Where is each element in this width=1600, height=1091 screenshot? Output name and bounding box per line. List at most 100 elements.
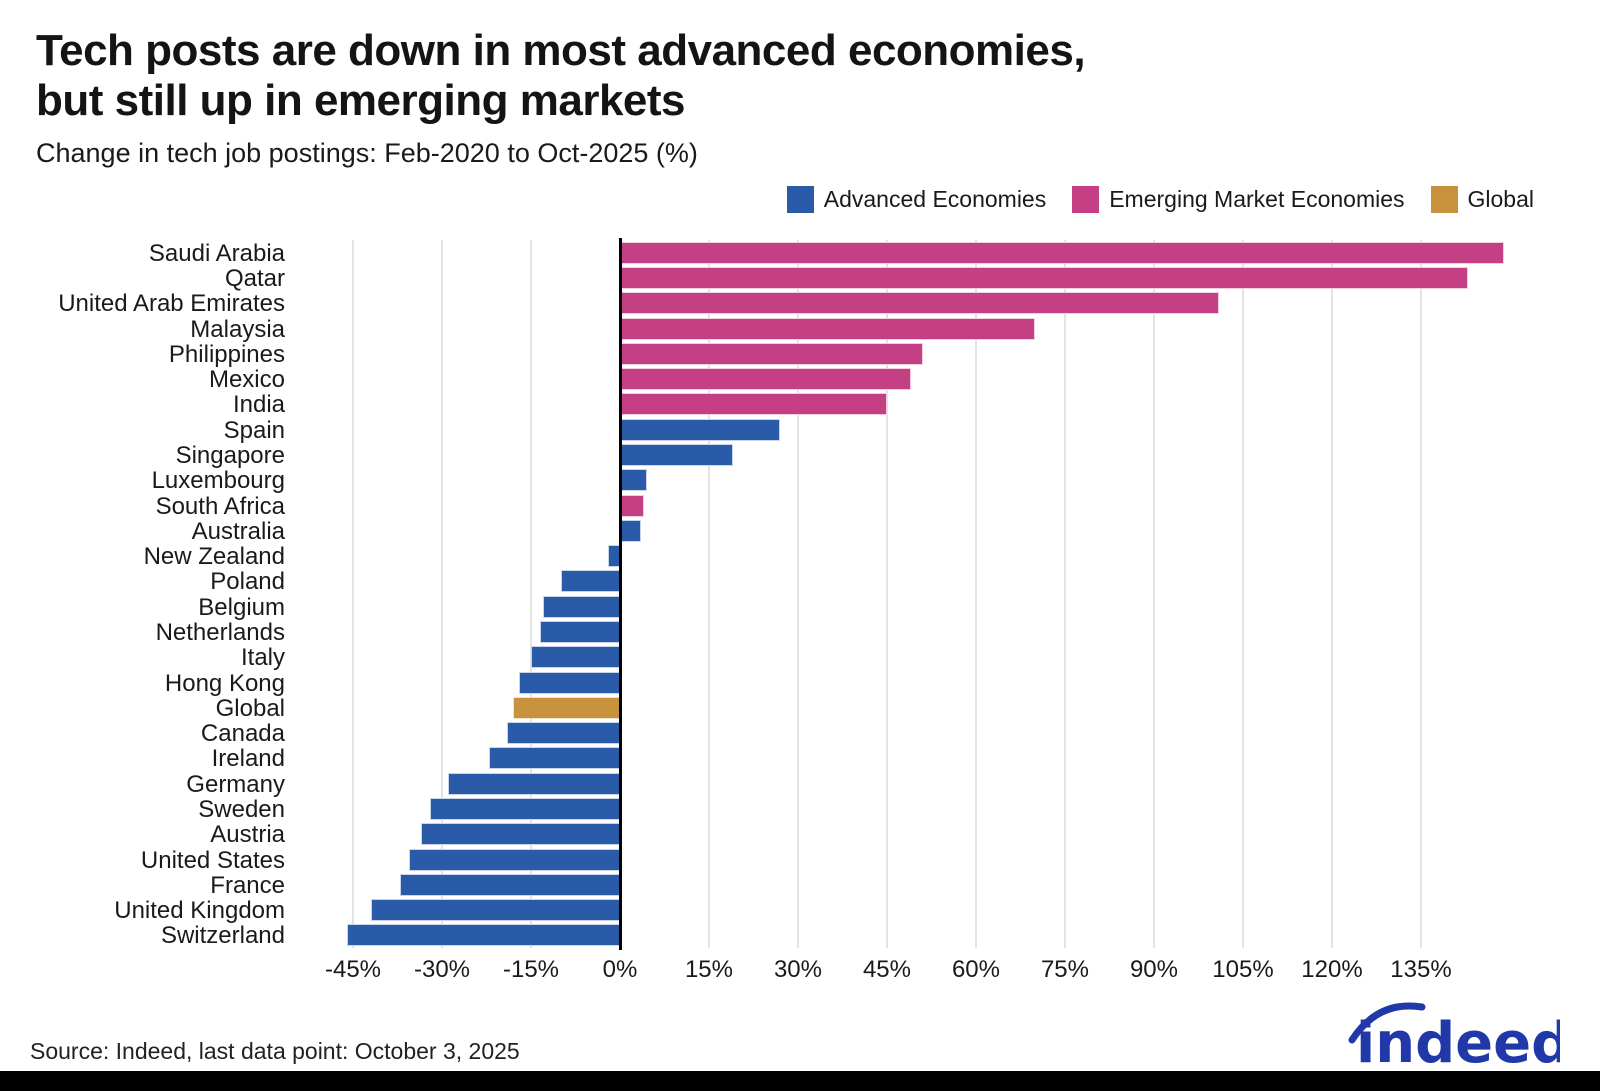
row-label-spain: Spain [223, 416, 285, 444]
indeed-logo: indeed [1330, 996, 1571, 1076]
row-label-saudi-arabia: Saudi Arabia [148, 239, 285, 267]
svg-text:indeed: indeed [1356, 1011, 1560, 1074]
bar-sweden [430, 797, 620, 820]
chart-subtitle: Change in tech job postings: Feb-2020 to… [36, 138, 698, 168]
row-label-south-africa: South Africa [155, 492, 285, 520]
row-label-malaysia: Malaysia [190, 315, 285, 343]
bar-qatar [620, 266, 1469, 289]
chart-title-line1: Tech posts are down in most advanced eco… [36, 26, 1086, 75]
x-tick-label: -15% [502, 956, 560, 983]
row-label-mexico: Mexico [208, 366, 285, 394]
x-tick-label: -30% [413, 956, 471, 983]
gridline [974, 240, 977, 948]
legend-swatch-emerging [1072, 186, 1100, 213]
x-tick-label: 75% [1040, 956, 1090, 983]
row-label-india: India [232, 391, 285, 419]
bar-belgium [542, 595, 620, 618]
bar-south-africa [620, 494, 644, 517]
bar-global [513, 696, 620, 719]
bar-united-kingdom [370, 899, 620, 922]
bar-austria [421, 823, 620, 846]
x-tick-label: 30% [773, 956, 823, 983]
x-tick-label: 120% [1301, 956, 1363, 983]
x-tick-label: 135% [1390, 956, 1452, 983]
legend-item-advanced: Advanced Economies [786, 186, 1047, 213]
legend-label: Global [1467, 186, 1534, 212]
bar-ireland [489, 747, 620, 770]
bar-spain [620, 418, 781, 441]
gridline [1063, 240, 1066, 948]
x-tick-label: 105% [1212, 956, 1274, 983]
row-label-sweden: Sweden [198, 795, 285, 823]
row-label-belgium: Belgium [198, 593, 285, 621]
x-tick-label: -45% [324, 956, 382, 983]
row-label-united-states: United States [140, 846, 285, 874]
row-label-austria: Austria [210, 821, 285, 849]
gridline [352, 240, 354, 948]
gridline [1419, 240, 1422, 948]
legend-swatch-advanced [786, 186, 814, 213]
row-label-switzerland: Switzerland [160, 922, 285, 950]
row-label-united-kingdom: United Kingdom [114, 897, 285, 925]
zero-axis-line [618, 238, 622, 950]
x-tick-label: 60% [951, 956, 1001, 983]
gridline [530, 240, 532, 948]
row-label-singapore: Singapore [175, 441, 285, 469]
legend-item-global: Global [1430, 186, 1534, 213]
row-label-qatar: Qatar [224, 264, 285, 292]
row-label-philippines: Philippines [168, 340, 285, 368]
x-tick-label: 45% [862, 956, 912, 983]
gridline [707, 240, 710, 948]
indeed-logo-graphic: indeed [1348, 1002, 1571, 1076]
legend-swatch-global [1430, 186, 1458, 213]
row-label-global: Global [215, 694, 285, 722]
row-label-new-zealand: New Zealand [143, 543, 285, 571]
legend-label: Advanced Economies [823, 186, 1047, 212]
gridline [1330, 240, 1333, 948]
row-label-hong-kong: Hong Kong [164, 669, 285, 697]
bar-luxembourg [620, 469, 647, 492]
gridline [441, 240, 443, 948]
bar-france [400, 873, 620, 896]
x-tick-label: 90% [1129, 956, 1179, 983]
row-label-luxembourg: Luxembourg [151, 467, 285, 495]
bar-hong-kong [519, 671, 620, 694]
chart-title-line2: but still up in emerging markets [36, 76, 686, 126]
bar-canada [507, 722, 620, 745]
bar-united-arab-emirates [620, 292, 1220, 315]
bar-philippines [620, 342, 923, 365]
bar-india [620, 393, 887, 416]
row-label-australia: Australia [191, 517, 285, 545]
row-label-poland: Poland [210, 568, 285, 596]
bar-italy [531, 646, 620, 669]
source-note: Source: Indeed, last data point: October… [30, 1038, 520, 1064]
row-label-canada: Canada [200, 720, 285, 748]
bar-poland [560, 570, 620, 593]
row-label-united-arab-emirates: United Arab Emirates [58, 290, 285, 318]
x-tick-label: 0% [602, 956, 638, 983]
gridline [885, 240, 888, 948]
bar-switzerland [347, 924, 620, 947]
gridline [1241, 240, 1244, 948]
chart-title: Tech posts are down in most advanced eco… [36, 26, 1086, 126]
bar-united-states [409, 848, 620, 871]
bar-netherlands [539, 620, 620, 643]
gridline [796, 240, 799, 948]
bar-malaysia [620, 317, 1036, 340]
bar-singapore [620, 443, 733, 466]
bar-australia [620, 519, 641, 542]
row-label-ireland: Ireland [211, 745, 285, 773]
row-label-france: France [210, 871, 285, 899]
bar-saudi-arabia [620, 241, 1505, 264]
legend-item-emerging: Emerging Market Economies [1072, 186, 1405, 213]
footer-bar [0, 1071, 1600, 1091]
row-label-italy: Italy [240, 644, 285, 672]
legend-label: Emerging Market Economies [1109, 186, 1405, 212]
bar-mexico [620, 368, 911, 391]
legend: Advanced Economies Emerging Market Econom… [786, 186, 1534, 213]
x-tick-label: 15% [684, 956, 734, 983]
row-label-germany: Germany [186, 770, 285, 798]
gridline [1152, 240, 1155, 948]
bar-germany [447, 772, 620, 795]
